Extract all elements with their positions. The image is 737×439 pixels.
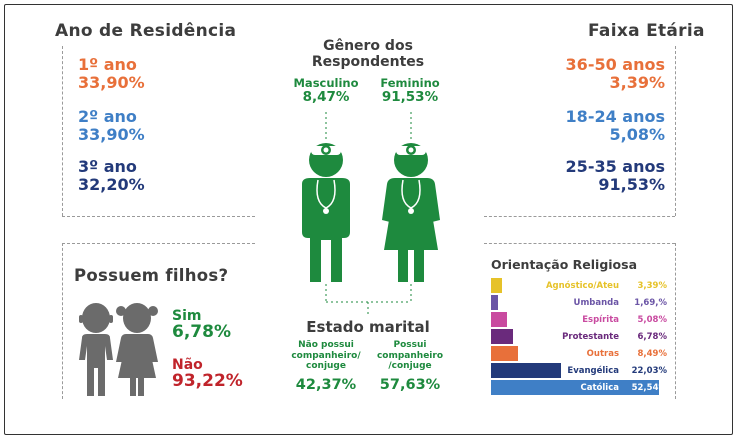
girl-icon	[116, 303, 158, 396]
residence-item-value: 32,20%	[78, 175, 145, 194]
age-divider-v	[675, 46, 676, 216]
boy-icon	[79, 303, 113, 396]
marital-title: Estado marital	[306, 318, 430, 336]
children-no-label: Não	[172, 357, 203, 373]
religion-value: 3,39%	[637, 281, 668, 291]
religion-bar	[491, 329, 513, 344]
gender-title: Gênero dos Respondentes	[268, 38, 468, 70]
religion-title: Orientação Religiosa	[491, 257, 638, 272]
female-doctor-icon	[382, 143, 440, 282]
religion-value: 1,69,%	[634, 298, 667, 308]
religion-label: Católica	[580, 383, 619, 393]
residence-item-1: 1º ano 33,90%	[78, 56, 145, 92]
children-title: Possuem filhos?	[74, 266, 229, 285]
religion-divider-v	[675, 243, 676, 399]
religion-label: Outras	[586, 349, 619, 359]
religion-bar	[491, 312, 507, 327]
residence-item-3: 3º ano 32,20%	[78, 158, 145, 194]
marital-partner-line1: Possui	[393, 340, 427, 350]
age-item-3: 25-35 anos 91,53%	[566, 158, 665, 194]
religion-value: 52,54%	[631, 383, 667, 393]
marital-no-partner-value: 42,37%	[295, 377, 357, 393]
female-label: Feminino	[380, 76, 440, 90]
marital-no-partner-label: Não possui companheiro/ conjuge	[286, 340, 366, 372]
marital-partner-line3: /conjuge	[388, 361, 432, 371]
marital-no-partner-line1: Não possui	[298, 340, 354, 350]
religion-bar	[491, 278, 502, 293]
religion-bar	[491, 380, 659, 395]
religion-label: Espírita	[582, 315, 619, 325]
marital-partner-value: 57,63%	[379, 377, 441, 393]
religion-value: 5,08%	[637, 315, 668, 325]
religion-bar	[491, 363, 561, 378]
residence-item-2: 2º ano 33,90%	[78, 108, 145, 144]
age-item-value: 5,08%	[609, 125, 665, 144]
religion-divider-h	[484, 243, 675, 244]
religion-label: Evangélica	[567, 366, 619, 376]
age-item-2: 18-24 anos 5,08%	[566, 108, 665, 144]
residence-item-value: 33,90%	[78, 125, 145, 144]
male-doctor-icon	[302, 143, 350, 282]
age-item-1: 36-50 anos 3,39%	[566, 56, 665, 92]
female-value: 91,53%	[381, 89, 439, 105]
age-divider-h	[484, 216, 675, 217]
male-label: Masculino	[293, 76, 359, 90]
residence-divider-v	[62, 46, 63, 216]
religion-value: 8,49%	[637, 349, 668, 359]
residence-item-label: 3º ano	[78, 157, 137, 176]
age-item-value: 3,39%	[609, 73, 665, 92]
children-yes-value: 6,78%	[172, 322, 231, 342]
age-title: Faixa Etária	[588, 21, 705, 41]
children-icon	[79, 303, 158, 396]
residence-item-value: 33,90%	[78, 73, 145, 92]
residence-item-label: 1º ano	[78, 55, 137, 74]
marital-partner-label: Possui companheiro /conjuge	[370, 340, 450, 372]
children-yes-label: Sim	[172, 308, 202, 324]
religion-value: 6,78%	[637, 332, 668, 342]
residence-title: Ano de Residência	[55, 21, 237, 41]
children-divider-v	[62, 243, 63, 399]
residence-item-label: 2º ano	[78, 107, 137, 126]
gender-figures	[302, 112, 440, 316]
gender-title-line1: Gênero dos	[323, 38, 413, 54]
marital-partner-line2: companheiro	[376, 350, 444, 361]
infographic-frame	[4, 4, 733, 435]
residence-divider-h	[62, 216, 255, 217]
religion-label: Umbanda	[573, 298, 619, 308]
religion-bar	[491, 295, 498, 310]
age-item-label: 18-24 anos	[565, 107, 665, 126]
marital-no-partner-line3: conjuge	[306, 361, 346, 371]
age-item-label: 25-35 anos	[565, 157, 665, 176]
religion-bar	[491, 346, 518, 361]
children-divider-h	[62, 243, 255, 244]
marital-no-partner-line2: companheiro/	[291, 350, 361, 361]
religion-label: Protestante	[562, 332, 619, 342]
religion-label: Agnóstico/Ateu	[545, 281, 619, 291]
children-no-value: 93,22%	[172, 371, 243, 391]
religion-value: 22,03%	[631, 366, 667, 376]
connector-lines	[325, 112, 412, 316]
male-value: 8,47%	[302, 89, 350, 105]
age-item-value: 91,53%	[598, 175, 665, 194]
religion-chart: Agnóstico/Ateu 3,39% Umbanda 1,69,% Espírita…	[491, 278, 669, 400]
gender-title-line2: Respondentes	[311, 54, 425, 70]
age-item-label: 36-50 anos	[565, 55, 665, 74]
